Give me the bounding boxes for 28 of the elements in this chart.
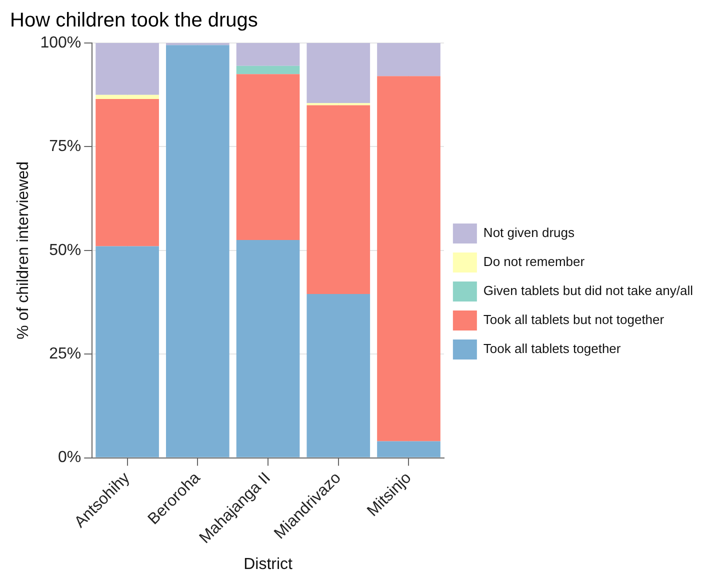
bar — [236, 43, 300, 66]
bar — [306, 43, 370, 104]
bar — [96, 43, 159, 95]
legend-label: Took all tablets but not together — [483, 312, 665, 328]
bar — [166, 45, 230, 458]
bar — [96, 94, 159, 99]
bar — [306, 294, 370, 458]
legend-label: Took all tablets together — [483, 341, 622, 356]
y-tick-label: 75% — [49, 138, 82, 156]
bar — [96, 246, 159, 458]
bar — [236, 240, 300, 458]
bar — [96, 99, 159, 246]
bar — [377, 441, 440, 458]
bar — [236, 66, 300, 74]
y-tick-label: 50% — [49, 242, 82, 259]
legend-label: Do not remember — [483, 254, 586, 270]
bar — [236, 74, 300, 240]
bar — [377, 43, 440, 76]
bar — [377, 76, 440, 442]
chart-title: How children took the drugs — [10, 10, 258, 32]
legend-label: Not given drugs — [483, 225, 575, 240]
y-tick-label: 0% — [58, 449, 82, 466]
y-tick-label: 100% — [40, 34, 82, 52]
bar — [306, 105, 370, 294]
x-axis-title: District — [244, 556, 294, 573]
y-axis-title: % of children interviewed — [15, 161, 32, 340]
legend-label: Given tablets but did not take any/all — [483, 283, 694, 298]
y-tick-label: 25% — [49, 346, 82, 363]
